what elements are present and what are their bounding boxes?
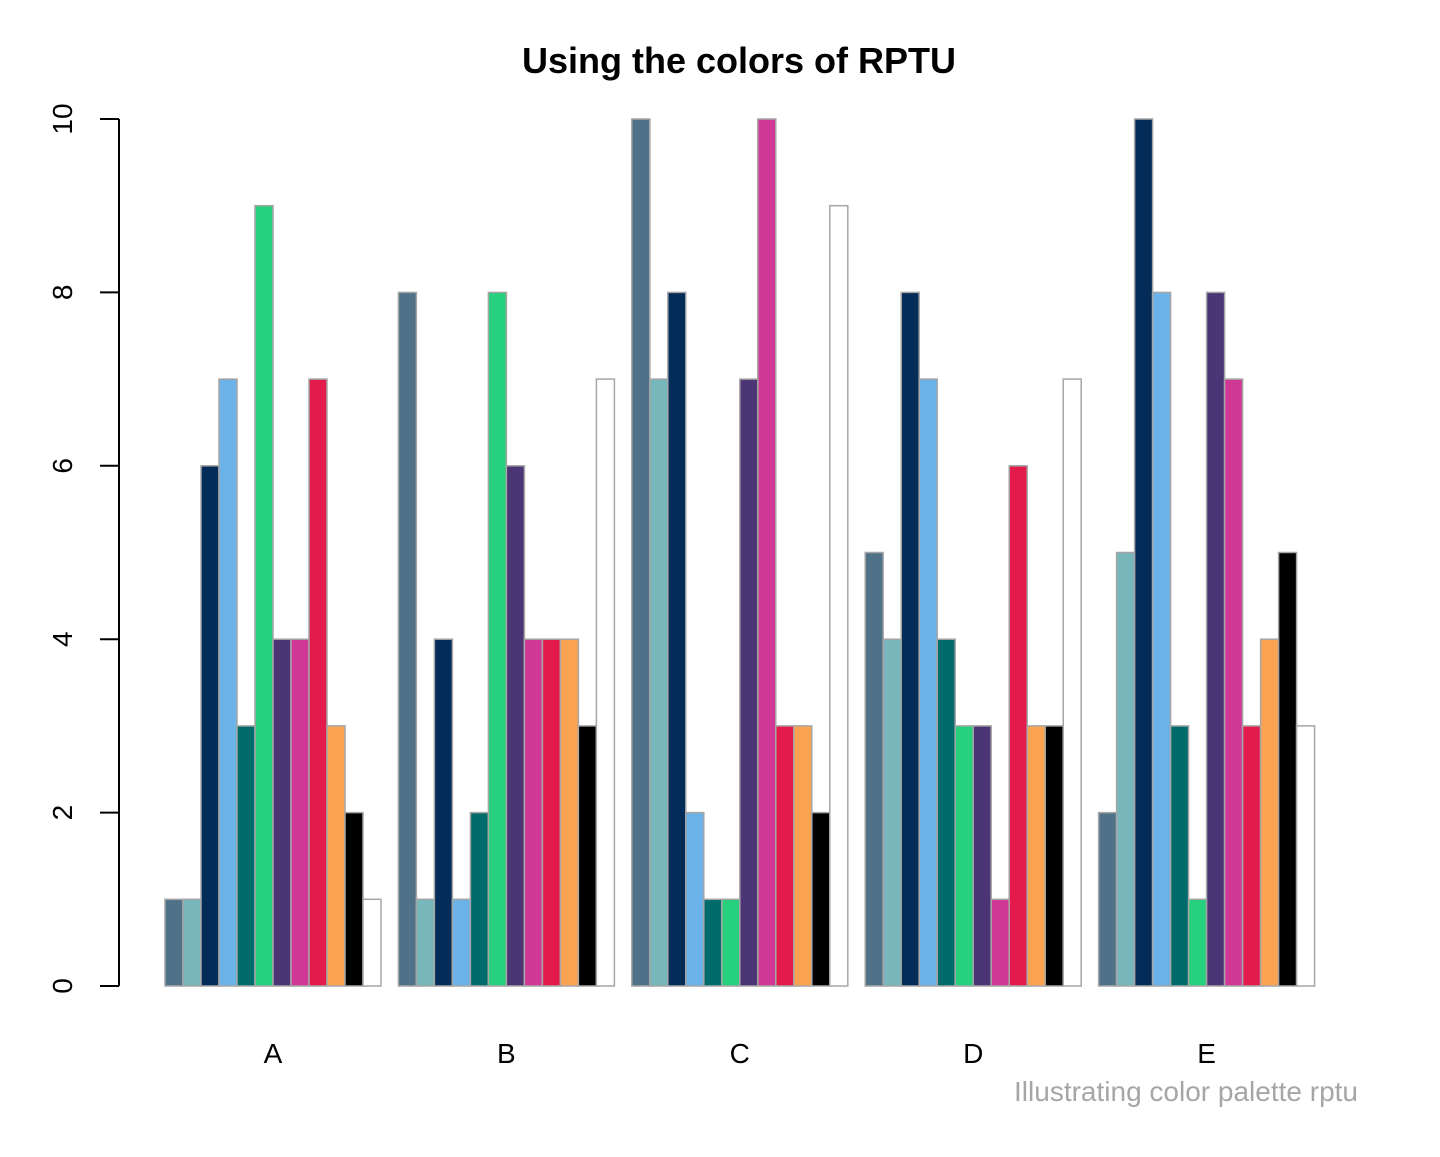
x-tick-label: D (963, 1038, 983, 1069)
bar-c-1 (631, 118, 651, 987)
bar-e-7 (1205, 291, 1226, 987)
bar-b-1 (397, 291, 418, 987)
bar-e-6 (1187, 898, 1208, 987)
bar-e-12 (1295, 725, 1316, 987)
bar-a-8 (290, 638, 310, 987)
bar-e-2 (1115, 551, 1136, 987)
x-tick-label: B (497, 1038, 516, 1069)
bar-e-9 (1241, 725, 1262, 987)
bar-c-8 (757, 118, 777, 987)
y-tick-label: 10 (47, 103, 78, 134)
bar-b-9 (541, 638, 562, 987)
bar-b-8 (523, 638, 544, 987)
bar-d-3 (900, 291, 920, 987)
bars (164, 118, 1316, 987)
bar-b-12 (595, 378, 616, 987)
bar-c-2 (649, 378, 669, 987)
y-tick-label: 0 (47, 978, 78, 994)
bar-d-4 (918, 378, 938, 987)
bar-d-9 (1008, 465, 1028, 987)
bar-a-2 (182, 898, 202, 987)
bar-a-1 (164, 898, 184, 987)
bar-d-1 (864, 551, 884, 987)
bar-c-3 (667, 291, 687, 987)
bar-c-4 (685, 811, 705, 987)
bar-c-5 (703, 898, 723, 987)
bar-b-7 (505, 465, 526, 987)
bar-e-10 (1259, 638, 1280, 987)
bar-a-12 (362, 898, 382, 987)
y-tick-label: 2 (47, 805, 78, 821)
x-tick-label: E (1197, 1038, 1216, 1069)
bar-d-8 (990, 898, 1010, 987)
x-tick-label: A (264, 1038, 283, 1069)
bar-a-3 (200, 465, 220, 987)
bar-d-7 (972, 725, 992, 987)
bar-e-11 (1277, 551, 1298, 987)
bar-d-5 (936, 638, 956, 987)
bar-a-5 (236, 725, 256, 987)
y-tick-label: 4 (47, 631, 78, 647)
bar-e-4 (1151, 291, 1172, 987)
bar-d-6 (954, 725, 974, 987)
bar-d-10 (1026, 725, 1046, 987)
y-tick-label: 6 (47, 458, 78, 474)
bar-d-11 (1044, 725, 1064, 987)
bar-c-12 (829, 204, 849, 987)
bar-a-11 (344, 811, 364, 987)
bar-e-1 (1097, 811, 1118, 987)
bar-d-2 (882, 638, 902, 987)
bar-b-10 (559, 638, 580, 987)
x-axis-labels: A B C D E (264, 1038, 1216, 1069)
bar-c-11 (811, 811, 831, 987)
bar-b-11 (577, 725, 598, 987)
x-tick-label: C (730, 1038, 750, 1069)
bar-e-8 (1223, 378, 1244, 987)
bar-e-3 (1133, 118, 1154, 987)
bar-a-6 (254, 204, 274, 987)
bar-b-6 (487, 291, 508, 987)
bar-b-3 (433, 638, 454, 987)
bar-c-10 (793, 725, 813, 987)
chart-title: Using the colors of RPTU (522, 40, 956, 81)
bar-a-4 (218, 378, 238, 987)
bar-b-4 (451, 898, 472, 987)
y-axis: 0 2 4 6 8 10 (47, 103, 120, 994)
bar-a-9 (308, 378, 328, 987)
bar-c-6 (721, 898, 741, 987)
bar-e-5 (1169, 725, 1190, 987)
bar-b-2 (415, 898, 436, 987)
bar-a-10 (326, 725, 346, 987)
bar-d-12 (1062, 378, 1082, 987)
bar-a-7 (272, 638, 292, 987)
chart-caption: Illustrating color palette rptu (1014, 1076, 1358, 1107)
bar-b-5 (469, 811, 490, 987)
y-tick-label: 8 (47, 285, 78, 301)
bar-c-9 (775, 725, 795, 987)
bar-c-7 (739, 378, 759, 987)
